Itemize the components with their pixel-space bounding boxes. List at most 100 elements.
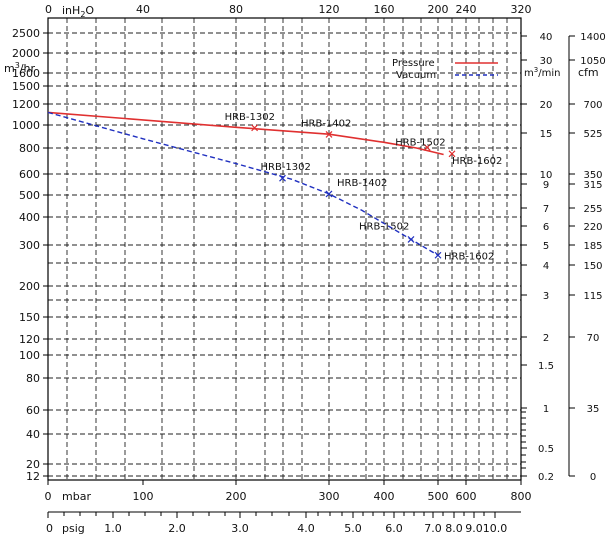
grid-layer — [48, 18, 521, 480]
psig-tick-label: 3.0 — [231, 522, 249, 535]
plot-frame — [47, 17, 522, 481]
mbar-tick-label: 600 — [456, 490, 477, 503]
m3min-tick-label: 15 — [540, 129, 553, 140]
top-axis-tick-label: 160 — [374, 3, 395, 16]
left-tick-label: 200 — [19, 280, 40, 293]
cfm-tick-label: 185 — [583, 241, 602, 252]
top-axis-tick-label: 40 — [136, 3, 150, 16]
marker-pressure — [423, 144, 431, 151]
left-tick-label: 400 — [19, 211, 40, 224]
left-axis-unit: m3/hr — [4, 61, 35, 75]
left-tick-label: 40 — [26, 428, 40, 441]
series-line-vacuum — [47, 111, 439, 256]
cfm-tick-label: 70 — [587, 333, 600, 344]
top-axis-unit: inH2O — [62, 4, 94, 19]
m3min-tick-label: 2 — [543, 333, 549, 344]
series-line-pressure — [47, 111, 444, 156]
legend: Pressure Vacuum — [392, 58, 498, 81]
psig-tick-label: 10.0 — [483, 522, 508, 535]
m3min-tick-label: 40 — [540, 32, 553, 43]
cfm-tick-label: 315 — [583, 180, 602, 191]
marker-label: HRB-1302 — [225, 112, 275, 123]
psig-tick-label: 6.0 — [385, 522, 403, 535]
psig-tick-label: 5.0 — [344, 522, 362, 535]
m3min-tick-label: 10 — [540, 170, 553, 181]
psig-tick-label: 4.0 — [297, 522, 315, 535]
cfm-axis-unit: cfm — [578, 66, 599, 79]
marker-vacuum — [434, 251, 442, 259]
top-axis-tick-label: 0 — [45, 3, 52, 16]
m3min-tick-label: 0.2 — [538, 472, 554, 483]
marker-label: HRB-1602 — [444, 251, 494, 262]
cfm-tick-label: 220 — [583, 222, 602, 233]
marker-vacuum — [407, 235, 415, 243]
left-tick-label: 1600 — [12, 67, 40, 80]
top-axis-tick-label: 80 — [229, 3, 243, 16]
marker-pressure — [251, 124, 259, 132]
cfm-tick-label: 255 — [583, 204, 602, 215]
top-axis-tick-label: 240 — [456, 3, 477, 16]
mbar-tick-label: 100 — [133, 490, 154, 503]
left-tick-label: 600 — [19, 168, 40, 181]
marker-vacuum — [325, 190, 333, 198]
left-tick-label: 1000 — [12, 119, 40, 132]
marker-label: HRB-1502 — [359, 221, 409, 232]
top-axis-tick-label: 320 — [511, 3, 532, 16]
mbar-tick-label: 200 — [226, 490, 247, 503]
m3min-tick-label: 1 — [543, 404, 549, 415]
m3min-tick-label: 3 — [543, 291, 549, 302]
right-axis-unit: m3/min — [524, 66, 560, 79]
mbar-tick-label: 400 — [374, 490, 395, 503]
left-tick-label: 100 — [19, 349, 40, 362]
psig-tick-label: 2.0 — [168, 522, 186, 535]
left-tick-label: 1500 — [12, 80, 40, 93]
psig-tick-label: 7.0 — [424, 522, 442, 535]
psig-tick-label: 1.0 — [104, 522, 122, 535]
legend-label-pressure: Pressure — [392, 58, 435, 69]
psig-tick-label: 0 — [46, 522, 53, 535]
left-tick-label: 2500 — [12, 27, 40, 40]
cfm-tick-label: 1400 — [580, 32, 605, 43]
left-tick-label: 300 — [19, 239, 40, 252]
mbar-tick-label: 500 — [428, 490, 449, 503]
m3min-tick-label: 5 — [543, 241, 549, 252]
left-tick-label: 80 — [26, 372, 40, 385]
marker-label: HRB-1402 — [337, 178, 387, 189]
cfm-tick-label: 1050 — [580, 56, 605, 67]
cfm-tick-label: 525 — [583, 129, 602, 140]
psig-tick-label: 8.0 — [445, 522, 463, 535]
marker-label: HRB-1402 — [301, 118, 351, 129]
m3min-tick-label: 0.5 — [538, 444, 554, 455]
m3min-tick-label: 4 — [543, 261, 549, 272]
psig-tick-label: 9.0 — [465, 522, 483, 535]
marker-label: HRB-1302 — [261, 162, 311, 173]
cfm-tick-label: 0 — [590, 472, 596, 483]
left-tick-label: 12 — [26, 470, 40, 483]
mbar-axis-unit: mbar — [62, 490, 91, 503]
left-tick-label: 60 — [26, 404, 40, 417]
mbar-tick-label: 300 — [319, 490, 340, 503]
m3min-tick-label: 9 — [543, 180, 549, 191]
m3min-tick-label: 7 — [543, 204, 549, 215]
series-layer: HRB-1302 HRB-1402 HRB-1502 HRB-1602 HRB-1302… — [47, 111, 502, 262]
left-tick-label: 800 — [19, 142, 40, 155]
left-tick-label: 2000 — [12, 47, 40, 60]
legend-label-vacuum: Vacuum — [396, 70, 436, 81]
marker-pressure — [325, 131, 333, 138]
cfm-tick-label: 150 — [583, 261, 602, 272]
cfm-tick-label: 350 — [583, 170, 602, 181]
cfm-tick-label: 35 — [587, 404, 600, 415]
left-tick-label: 1200 — [12, 98, 40, 111]
top-axis-tick-label: 120 — [319, 3, 340, 16]
cfm-tick-label: 115 — [583, 291, 602, 302]
cfm-tick-label: 700 — [583, 100, 602, 111]
m3min-tick-label: 6 — [543, 222, 549, 233]
left-tick-label: 150 — [19, 311, 40, 324]
left-tick-label: 500 — [19, 189, 40, 202]
mbar-tick-label: 0 — [45, 490, 52, 503]
marker-pressure — [448, 150, 456, 158]
left-tick-label: 20 — [26, 458, 40, 471]
m3min-tick-label: 30 — [540, 56, 553, 67]
